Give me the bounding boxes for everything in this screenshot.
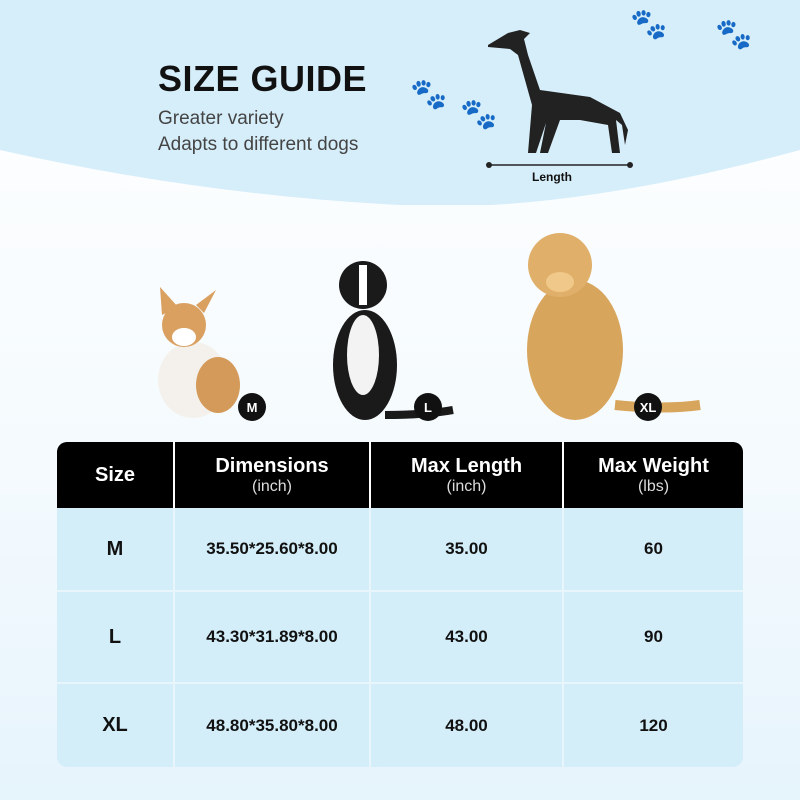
paw-icon: 🐾 bbox=[460, 98, 498, 131]
header-dimensions: Dimensions (inch) bbox=[175, 442, 371, 508]
border-collie-dog-image bbox=[333, 261, 454, 420]
length-label: Length bbox=[532, 170, 572, 184]
header-max-length: Max Length (inch) bbox=[371, 442, 564, 508]
dimensions-cell: 35.50*25.60*8.00 bbox=[175, 508, 371, 590]
header-max-weight: Max Weight (lbs) bbox=[564, 442, 743, 508]
header-unit: (inch) bbox=[446, 477, 487, 495]
table-row: L 43.30*31.89*8.00 43.00 90 bbox=[57, 592, 743, 684]
header-label: Max Weight bbox=[598, 454, 709, 477]
subtitle: Greater variety bbox=[158, 108, 284, 129]
dimensions-cell: 48.80*35.80*8.00 bbox=[175, 684, 371, 767]
paw-icon: 🐾 bbox=[715, 18, 753, 51]
subtitle: Adapts to different dogs bbox=[158, 134, 359, 155]
dog-silhouette-icon bbox=[486, 30, 633, 168]
corgi-dog-image bbox=[158, 287, 240, 418]
header-size: Size bbox=[57, 442, 175, 508]
size-table: Size Dimensions (inch) Max Length (inch) M… bbox=[57, 442, 743, 767]
golden-retriever-dog-image bbox=[527, 233, 701, 420]
max-weight-cell: 60 bbox=[644, 539, 663, 558]
header-unit: (lbs) bbox=[637, 477, 670, 495]
header-label: Size bbox=[94, 463, 136, 486]
size-badge-m: M bbox=[238, 393, 266, 421]
size-badge-xl: XL bbox=[634, 393, 662, 421]
header-unit: (inch) bbox=[251, 477, 292, 495]
size-badge-l: L bbox=[414, 393, 442, 421]
table-header-row: Size Dimensions (inch) Max Length (inch) M… bbox=[57, 442, 743, 508]
size-cell: XL bbox=[57, 684, 175, 767]
paw-icon: 🐾 bbox=[630, 8, 668, 41]
size-cell: M bbox=[57, 508, 175, 590]
header-label: Dimensions bbox=[215, 454, 329, 477]
max-weight-cell: 90 bbox=[644, 627, 663, 646]
max-length-cell: 43.00 bbox=[371, 592, 564, 682]
max-length-cell: 48.00 bbox=[371, 684, 564, 767]
max-weight-cell: 120 bbox=[639, 715, 668, 735]
dimensions-cell: 43.30*31.89*8.00 bbox=[175, 592, 371, 682]
hero-background bbox=[0, 0, 800, 205]
page-title: SIZE GUIDE bbox=[158, 58, 368, 99]
table-row: XL 48.80*35.80*8.00 48.00 120 bbox=[57, 684, 743, 767]
max-length-cell: 35.00 bbox=[371, 508, 564, 590]
size-cell: L bbox=[57, 592, 175, 682]
header-label: Max Length bbox=[410, 454, 523, 477]
paw-icon: 🐾 bbox=[410, 78, 448, 111]
table-row: M 35.50*25.60*8.00 35.00 60 bbox=[57, 508, 743, 592]
